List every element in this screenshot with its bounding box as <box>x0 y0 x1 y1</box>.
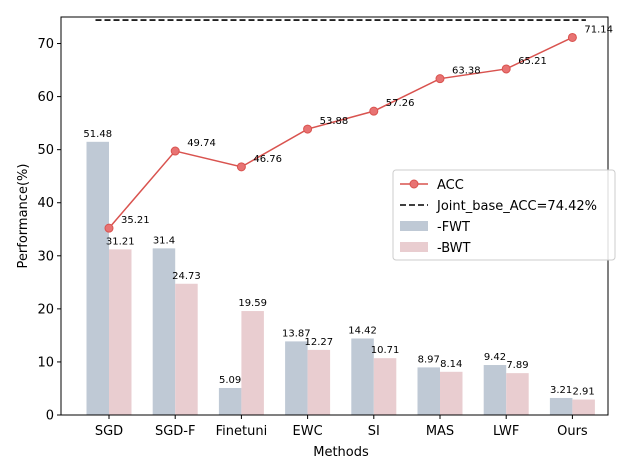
x-tick-label: LWF <box>493 424 519 439</box>
data-label-bwt: 24.73 <box>172 271 201 282</box>
legend-joint-label: Joint_base_ACC=74.42% <box>436 199 597 214</box>
data-label-bwt: 31.21 <box>106 236 135 247</box>
x-tick-label: SI <box>368 424 380 439</box>
data-label-bwt: 12.27 <box>305 337 334 348</box>
acc-point <box>501 64 511 74</box>
legend-acc-marker <box>409 179 419 189</box>
data-label-fwt: 13.87 <box>282 328 311 339</box>
bar-fwt <box>483 365 507 415</box>
y-tick-label: 60 <box>37 90 54 105</box>
bar-bwt <box>373 358 397 415</box>
data-label-fwt: 3.21 <box>550 385 572 396</box>
y-tick-label: 20 <box>37 302 54 317</box>
data-label-acc: 65.21 <box>518 56 547 67</box>
data-label-acc: 63.38 <box>452 66 481 77</box>
bar-bwt <box>241 311 264 415</box>
data-label-bwt: 19.59 <box>238 298 267 309</box>
y-tick-label: 70 <box>37 37 54 52</box>
x-axis-title: Methods <box>313 445 369 460</box>
acc-point <box>567 32 577 42</box>
bar-bwt <box>506 373 529 415</box>
data-label-fwt: 9.42 <box>484 352 506 363</box>
data-label-bwt: 7.89 <box>506 360 528 371</box>
bar-bwt <box>440 371 463 415</box>
acc-point <box>104 223 114 233</box>
acc-line <box>108 36 573 229</box>
y-tick-label: 30 <box>37 249 54 264</box>
acc-point <box>236 162 246 172</box>
legend-bwt-label: -BWT <box>437 241 471 256</box>
data-label-fwt: 31.4 <box>153 235 175 246</box>
data-label-bwt: 10.71 <box>371 345 400 356</box>
data-label-fwt: 8.97 <box>418 354 440 365</box>
bar-fwt <box>549 397 573 415</box>
data-label-bwt: 2.91 <box>573 387 595 398</box>
acc-point <box>170 146 180 156</box>
data-label-acc: 53.88 <box>320 116 349 127</box>
x-tick-label: EWC <box>293 424 323 439</box>
legend-acc-label: ACC <box>437 178 464 193</box>
y-tick-label: 0 <box>46 409 54 424</box>
data-label-fwt: 5.09 <box>219 375 241 386</box>
x-tick-label: Finetuni <box>216 424 268 439</box>
legend-bwt-swatch <box>400 242 428 252</box>
data-label-bwt: 8.14 <box>440 359 462 370</box>
acc-point <box>435 74 445 84</box>
data-label-fwt: 51.48 <box>83 129 112 140</box>
x-tick-label: MAS <box>426 424 454 439</box>
y-axis-title: Performance(%) <box>16 164 31 269</box>
x-tick-label: SGD <box>95 424 123 439</box>
bar-fwt <box>152 248 176 415</box>
legend: ACC Joint_base_ACC=74.42% -FWT -BWT <box>392 169 616 261</box>
x-tick-label: Ours <box>557 424 588 439</box>
data-label-acc: 71.14 <box>584 24 613 35</box>
bar-bwt <box>307 349 331 415</box>
data-label-acc: 49.74 <box>187 138 216 149</box>
data-label-fwt: 14.42 <box>348 325 377 336</box>
y-tick-label: 10 <box>37 355 54 370</box>
legend-box <box>392 169 616 261</box>
bar-fwt <box>351 338 374 415</box>
legend-fwt-swatch <box>400 221 428 231</box>
bar-fwt <box>285 341 308 415</box>
data-label-acc: 46.76 <box>253 154 282 165</box>
data-label-acc: 35.21 <box>121 215 150 226</box>
acc-point <box>369 106 379 116</box>
acc-point <box>303 124 313 134</box>
bar-bwt <box>109 249 132 415</box>
bar-bwt <box>572 399 595 415</box>
y-axis: 0 10 20 30 40 50 60 70 <box>37 37 61 424</box>
y-tick-label: 40 <box>37 196 54 211</box>
y-tick-label: 50 <box>37 143 54 158</box>
bar-bwt <box>175 283 198 415</box>
legend-fwt-label: -FWT <box>437 220 470 235</box>
bar-fwt <box>417 367 440 415</box>
bar-fwt <box>218 387 242 415</box>
x-tick-label: SGD-F <box>155 424 196 439</box>
data-label-acc: 57.26 <box>386 98 415 109</box>
x-axis: SGD SGD-F Finetuni EWC SI MAS LWF Ours <box>95 415 588 439</box>
bar-fwt <box>86 141 109 415</box>
